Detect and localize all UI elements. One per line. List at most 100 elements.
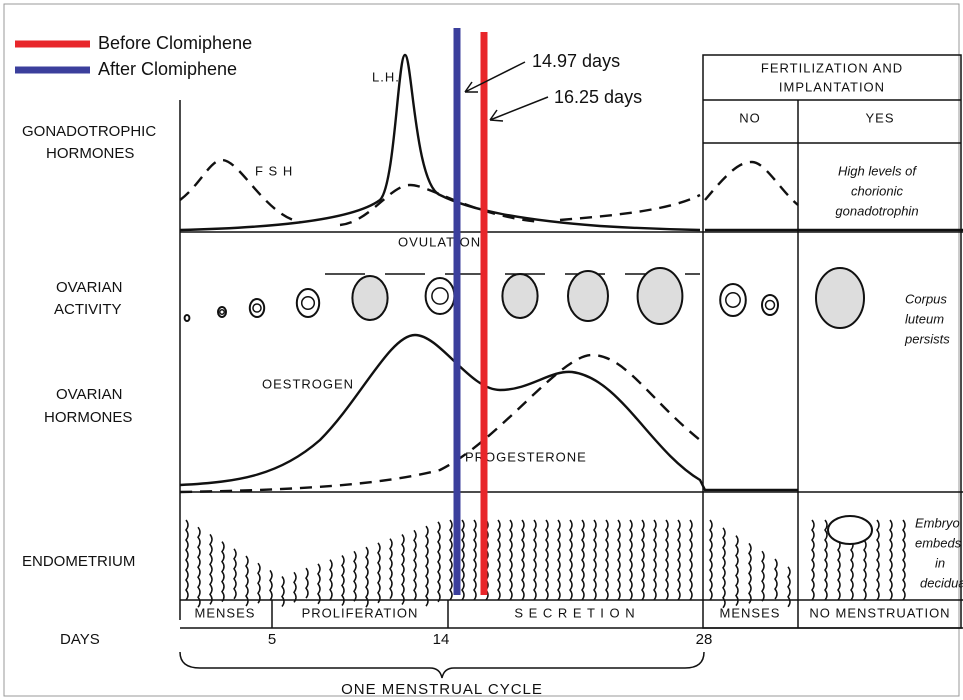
- gland: [761, 550, 765, 602]
- follicle: [725, 292, 741, 308]
- gland: [677, 519, 681, 601]
- row-label: OVARIAN: [56, 279, 122, 296]
- gland: [281, 576, 285, 607]
- phase-label: MENSES: [720, 605, 781, 620]
- phase-label: NO MENSTRUATION: [809, 605, 950, 620]
- annotation: 16.25 days: [554, 87, 642, 107]
- gland: [787, 566, 791, 608]
- gland: [389, 538, 393, 600]
- follicle: [424, 277, 456, 315]
- gland: [722, 527, 726, 609]
- gland: [317, 563, 321, 605]
- gland: [653, 519, 657, 601]
- panel-note: Corpus: [905, 291, 947, 306]
- follicle: [815, 267, 865, 329]
- legend-label: After Clomiphene: [98, 59, 237, 79]
- gland: [605, 519, 609, 601]
- gland: [437, 521, 441, 603]
- curve-label: F S H: [255, 163, 293, 178]
- row-label: HORMONES: [46, 145, 134, 162]
- follicle: [300, 295, 316, 311]
- gland: [353, 550, 357, 602]
- gland: [209, 533, 213, 605]
- row-label: ENDOMETRIUM: [22, 553, 135, 570]
- cycle-bracket: [179, 651, 705, 679]
- gland: [365, 546, 369, 608]
- gland: [569, 519, 573, 601]
- gland: [774, 558, 778, 600]
- gland: [748, 542, 752, 604]
- gland: [197, 526, 201, 608]
- gland: [185, 519, 189, 601]
- panel-title: IMPLANTATION: [779, 79, 885, 94]
- follicle: [219, 309, 225, 315]
- follicle: [248, 298, 266, 318]
- follicle: [764, 299, 776, 311]
- day-tick: 5: [268, 631, 276, 648]
- day-tick: 28: [696, 631, 713, 648]
- follicle: [351, 275, 389, 321]
- follicle: [252, 303, 262, 313]
- gland: [735, 535, 739, 607]
- gland: [593, 519, 597, 601]
- panel-title: FERTILIZATION AND: [761, 60, 903, 75]
- ovarian-follicles: [183, 267, 865, 329]
- gland: [824, 519, 828, 601]
- gland: [811, 519, 815, 601]
- gland: [497, 519, 501, 601]
- row-label: HORMONES: [44, 409, 132, 426]
- gland: [509, 519, 513, 601]
- arrow: [464, 61, 526, 93]
- gland: [709, 519, 713, 601]
- gland: [557, 519, 561, 601]
- panel-note: embeds: [915, 535, 962, 550]
- row-label: GONADOTROPHIC: [22, 123, 156, 140]
- follicle: [217, 306, 227, 318]
- curve-label: L.H.: [372, 69, 400, 84]
- panel-header: YES: [865, 110, 894, 125]
- panel-box: [702, 54, 962, 629]
- arrow: [489, 96, 549, 122]
- gland: [401, 534, 405, 605]
- gland: [641, 519, 645, 601]
- legend-label: Before Clomiphene: [98, 33, 252, 53]
- gland: [245, 555, 249, 607]
- gland: [545, 519, 549, 601]
- follicle: [295, 288, 321, 318]
- gland: [461, 519, 465, 601]
- panel-note: luteum: [905, 311, 944, 326]
- endometrium-glands: [185, 515, 906, 609]
- follicle: [761, 294, 779, 316]
- oestrogen-curve: [179, 333, 798, 492]
- follicle: [719, 283, 747, 317]
- phase-label: PROLIFERATION: [302, 605, 419, 620]
- gland: [889, 519, 893, 601]
- gland: [293, 571, 297, 603]
- curve-label: OVULATION: [398, 234, 481, 249]
- gland: [665, 519, 669, 601]
- gland: [629, 519, 633, 601]
- row-label: OVARIAN: [56, 386, 122, 403]
- lh-curve: [179, 53, 963, 232]
- fsh-curve: [179, 158, 799, 227]
- progesterone-curve: [179, 353, 701, 494]
- phase-label: MENSES: [195, 605, 256, 620]
- embryo: [827, 515, 873, 545]
- gland: [533, 519, 537, 601]
- gland: [521, 519, 525, 601]
- follicle: [501, 273, 539, 319]
- curve-label: OESTROGEN: [262, 376, 354, 391]
- panel-note: High levels of: [838, 163, 917, 178]
- annotation: 14.97 days: [532, 51, 620, 71]
- curve-label: PROGESTERONE: [465, 449, 587, 464]
- day-tick: 14: [433, 631, 450, 648]
- panel-note: in: [935, 555, 945, 570]
- gland: [269, 569, 273, 601]
- gland: [413, 529, 417, 601]
- gland: [233, 548, 237, 600]
- gland: [617, 519, 621, 601]
- gland: [305, 567, 309, 599]
- panel-note: gonadotrophin: [835, 203, 918, 218]
- row-label: ACTIVITY: [54, 301, 122, 318]
